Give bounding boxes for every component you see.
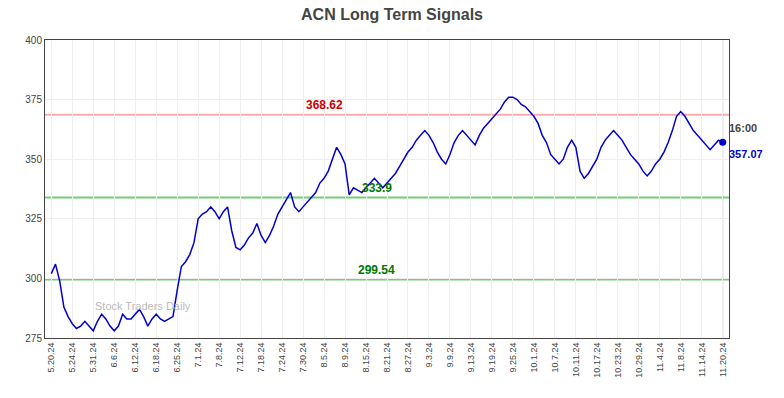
svg-text:6.18.24: 6.18.24: [151, 343, 161, 373]
svg-text:11.14.24: 11.14.24: [697, 343, 707, 377]
svg-text:10.23.24: 10.23.24: [613, 343, 623, 378]
svg-text:350: 350: [25, 154, 42, 165]
svg-text:7.1.24: 7.1.24: [193, 343, 203, 368]
svg-text:357.07: 357.07: [729, 148, 763, 160]
svg-text:10.29.24: 10.29.24: [634, 343, 644, 378]
svg-text:9.19.24: 9.19.24: [487, 343, 497, 373]
svg-text:8.21.24: 8.21.24: [382, 343, 392, 373]
svg-text:8.5.24: 8.5.24: [319, 343, 329, 368]
svg-text:5.24.24: 5.24.24: [67, 343, 77, 373]
svg-text:ACN Long Term Signals: ACN Long Term Signals: [301, 6, 483, 23]
svg-text:Stock Traders Daily: Stock Traders Daily: [95, 300, 191, 312]
svg-text:5.31.24: 5.31.24: [88, 343, 98, 373]
svg-text:11.8.24: 11.8.24: [676, 343, 686, 372]
svg-text:6.25.24: 6.25.24: [172, 343, 182, 373]
svg-text:400: 400: [25, 35, 42, 46]
svg-text:11.20.24: 11.20.24: [718, 343, 728, 377]
svg-text:7.8.24: 7.8.24: [214, 343, 224, 368]
svg-text:7.24.24: 7.24.24: [277, 343, 287, 373]
svg-text:7.18.24: 7.18.24: [256, 343, 266, 373]
svg-text:8.9.24: 8.9.24: [340, 343, 350, 368]
svg-text:275: 275: [25, 333, 42, 344]
svg-text:10.17.24: 10.17.24: [592, 343, 602, 378]
svg-text:7.12.24: 7.12.24: [235, 343, 245, 373]
svg-text:8.27.24: 8.27.24: [403, 343, 413, 373]
svg-text:10.7.24: 10.7.24: [550, 343, 560, 373]
svg-text:9.3.24: 9.3.24: [424, 343, 434, 368]
svg-text:10.1.24: 10.1.24: [529, 343, 539, 373]
svg-text:9.9.24: 9.9.24: [445, 343, 455, 368]
svg-text:6.12.24: 6.12.24: [130, 343, 140, 373]
svg-text:9.13.24: 9.13.24: [466, 343, 476, 373]
svg-text:7.30.24: 7.30.24: [298, 343, 308, 373]
svg-text:11.4.24: 11.4.24: [655, 343, 665, 372]
svg-text:16:00: 16:00: [729, 122, 757, 134]
svg-text:368.62: 368.62: [306, 98, 343, 112]
svg-text:300: 300: [25, 273, 42, 284]
svg-text:375: 375: [25, 94, 42, 105]
svg-text:9.25.24: 9.25.24: [508, 343, 518, 373]
svg-text:8.15.24: 8.15.24: [361, 343, 371, 373]
svg-text:325: 325: [25, 213, 42, 224]
svg-text:6.6.24: 6.6.24: [109, 343, 119, 368]
svg-text:5.20.24: 5.20.24: [46, 343, 56, 373]
svg-text:299.54: 299.54: [358, 263, 395, 277]
svg-text:10.11.24: 10.11.24: [571, 343, 581, 377]
svg-text:333.9: 333.9: [362, 181, 392, 195]
